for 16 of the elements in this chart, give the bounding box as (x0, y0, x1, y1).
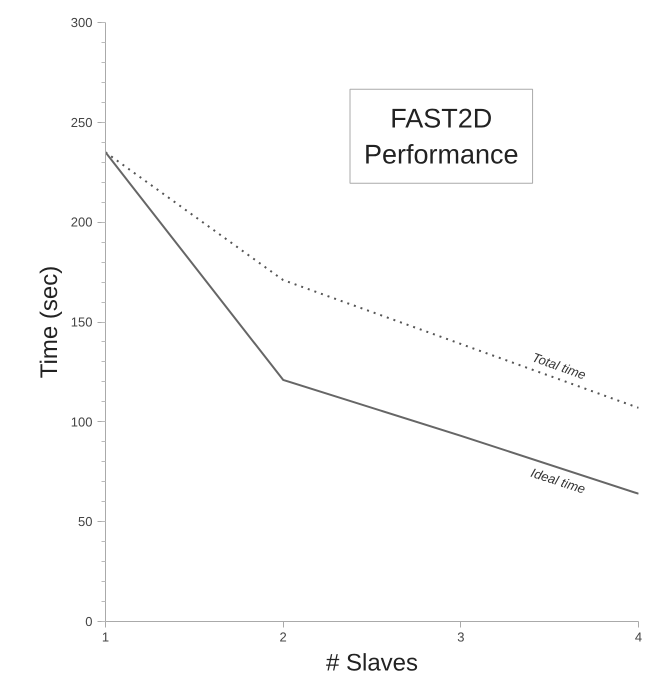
x-tick-label: 3 (457, 630, 464, 644)
y-tick-label: 100 (70, 414, 93, 430)
text: Ideal time (528, 464, 588, 497)
y-axis-title: Time (sec) (36, 266, 63, 378)
text: Total time (530, 350, 588, 383)
x-tick-label: 1 (102, 630, 110, 644)
text: FAST2D Performance (364, 103, 519, 170)
x-tick-label: 4 (634, 630, 642, 644)
y-tick-label: 300 (70, 15, 93, 30)
y-tick-label: 0 (85, 614, 93, 629)
y-tick-label: 250 (70, 114, 93, 130)
x-axis-title: # Slaves (326, 650, 418, 676)
y-tick-label: 200 (70, 214, 93, 230)
x-tick-label: 2 (280, 630, 287, 644)
y-tick-label: 150 (70, 314, 93, 330)
y-tick-label: 50 (78, 514, 93, 530)
